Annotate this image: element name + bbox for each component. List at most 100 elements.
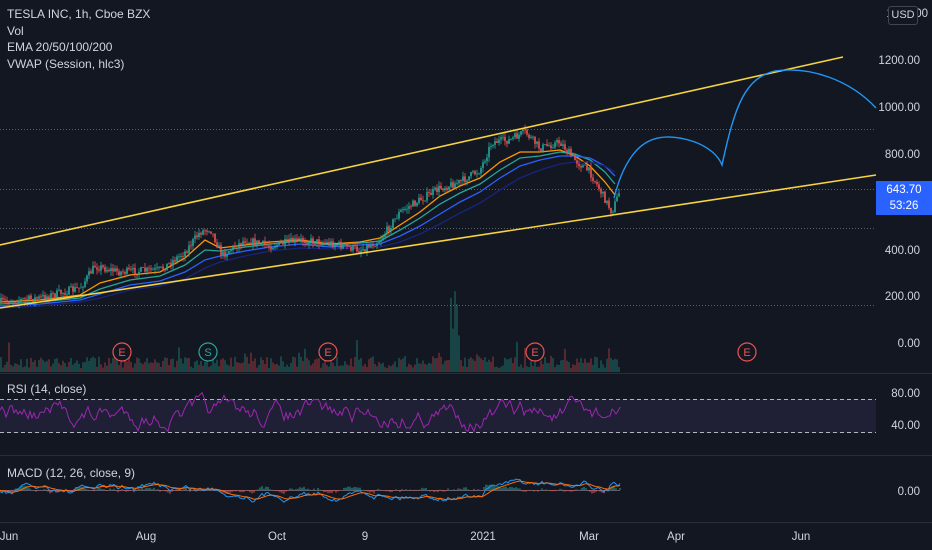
- candle-body: [558, 140, 560, 144]
- volume-bar: [226, 364, 228, 372]
- event-marker-split[interactable]: S: [198, 342, 218, 362]
- volume-bar: [500, 366, 502, 372]
- volume-bar: [76, 360, 78, 372]
- candle-body: [494, 141, 496, 145]
- candle-body: [438, 185, 440, 192]
- volume-bar: [604, 367, 606, 372]
- macd-legend[interactable]: MACD (12, 26, close, 9): [7, 465, 135, 482]
- ema-50-line: [0, 151, 616, 305]
- volume-bar: [540, 360, 542, 372]
- volume-bar: [216, 359, 218, 372]
- volume-bar: [232, 366, 234, 372]
- event-marker-earnings[interactable]: E: [525, 342, 545, 362]
- candle-body: [110, 268, 112, 272]
- event-marker-earnings[interactable]: E: [112, 342, 132, 362]
- legend-ema[interactable]: EMA 20/50/100/200: [7, 40, 113, 54]
- candle-body: [184, 251, 186, 257]
- candle-body: [610, 207, 612, 213]
- volume-bar: [256, 367, 258, 372]
- volume-bar: [496, 366, 498, 372]
- macd-histogram-bar: [409, 489, 411, 490]
- candle-body: [60, 289, 62, 294]
- volume-bar: [20, 359, 22, 372]
- volume-bar: [452, 328, 454, 372]
- legend-volume[interactable]: Vol: [7, 23, 24, 38]
- event-markers[interactable]: E S E E E: [112, 342, 757, 362]
- candle-body: [368, 245, 370, 248]
- candle-body: [230, 250, 232, 252]
- volume-bar: [466, 367, 468, 372]
- candle-body: [126, 267, 128, 274]
- candle-body: [72, 286, 74, 292]
- candle-body: [362, 249, 364, 251]
- volume-bar: [454, 291, 456, 372]
- candle-body: [158, 267, 160, 268]
- candle-body: [572, 154, 574, 156]
- macd-histogram-bar: [133, 490, 135, 493]
- candle-body: [292, 237, 294, 243]
- macd-histogram-bar: [593, 490, 595, 494]
- price-projection-path[interactable]: [613, 69, 877, 199]
- macd-histogram-bar: [595, 490, 597, 493]
- volume-bar: [420, 363, 422, 372]
- macd-histogram: [0, 484, 621, 494]
- event-marker-earnings[interactable]: E: [318, 342, 338, 362]
- legend-rsi-title[interactable]: RSI (14, close): [7, 382, 87, 396]
- time-axis[interactable]: Jun Aug Oct 9 2021 Mar Apr Jun: [0, 531, 810, 543]
- macd-histogram-bar: [597, 490, 599, 491]
- candle-body: [570, 148, 572, 156]
- macd-axis[interactable]: 0.00: [898, 486, 920, 498]
- candle-body: [86, 275, 88, 282]
- macd-histogram-bar: [533, 490, 535, 492]
- volume-bar: [554, 367, 556, 372]
- candle-body: [296, 238, 298, 240]
- legend-macd-title[interactable]: MACD (12, 26, close, 9): [7, 466, 136, 480]
- main-legend[interactable]: TESLA INC, 1h, Cboe BZX Vol EMA 20/50/10…: [7, 6, 150, 72]
- macd-histogram-bar: [493, 485, 495, 490]
- candle-body: [384, 234, 386, 238]
- rsi-legend[interactable]: RSI (14, close): [7, 381, 86, 398]
- macd-histogram-bar: [85, 489, 87, 490]
- legend-vwap[interactable]: VWAP (Session, hlc3): [7, 56, 125, 71]
- macd-histogram-bar: [337, 490, 339, 492]
- channel-lower-line[interactable]: [0, 174, 877, 309]
- candle-body: [54, 293, 56, 298]
- volume-bar: [512, 363, 514, 372]
- candle-body: [450, 182, 452, 187]
- volume-bar: [244, 353, 246, 372]
- macd-histogram-bar: [335, 490, 337, 493]
- macd-histogram-bar: [299, 487, 301, 490]
- volume-bar: [80, 368, 82, 372]
- candle-body: [382, 237, 384, 241]
- macd-histogram-bar: [147, 488, 149, 490]
- candle-body: [316, 239, 318, 245]
- candle-body: [108, 269, 110, 272]
- candle-body: [488, 146, 490, 158]
- macd-histogram-bar: [391, 490, 393, 492]
- candle-body: [618, 193, 620, 197]
- candle-body: [424, 200, 426, 202]
- volume-bar: [92, 356, 94, 372]
- volume-bar: [142, 364, 144, 372]
- macd-histogram-bar: [581, 487, 583, 490]
- time-axis-label: Oct: [268, 531, 287, 543]
- macd-histogram-bar: [389, 490, 391, 493]
- event-marker-earnings[interactable]: E: [737, 342, 757, 362]
- volume-bar: [40, 357, 42, 372]
- legend-symbol[interactable]: TESLA INC, 1h, Cboe BZX: [7, 7, 151, 21]
- rsi-axis[interactable]: 80.00 40.00: [891, 388, 920, 432]
- volume-bar: [438, 352, 440, 372]
- volume-bar: [26, 358, 28, 372]
- volume-bar: [138, 358, 140, 372]
- channel-upper-line[interactable]: [0, 56, 844, 246]
- candle-body: [542, 144, 544, 152]
- volume-bar: [608, 348, 610, 372]
- macd-histogram-bar: [443, 490, 445, 492]
- currency-button[interactable]: USD: [888, 6, 918, 25]
- macd-histogram-bar: [159, 490, 161, 492]
- candle-body: [28, 295, 30, 300]
- candle-body: [144, 267, 146, 272]
- price-axis-label: 800.00: [885, 149, 920, 161]
- candle-body: [396, 218, 398, 220]
